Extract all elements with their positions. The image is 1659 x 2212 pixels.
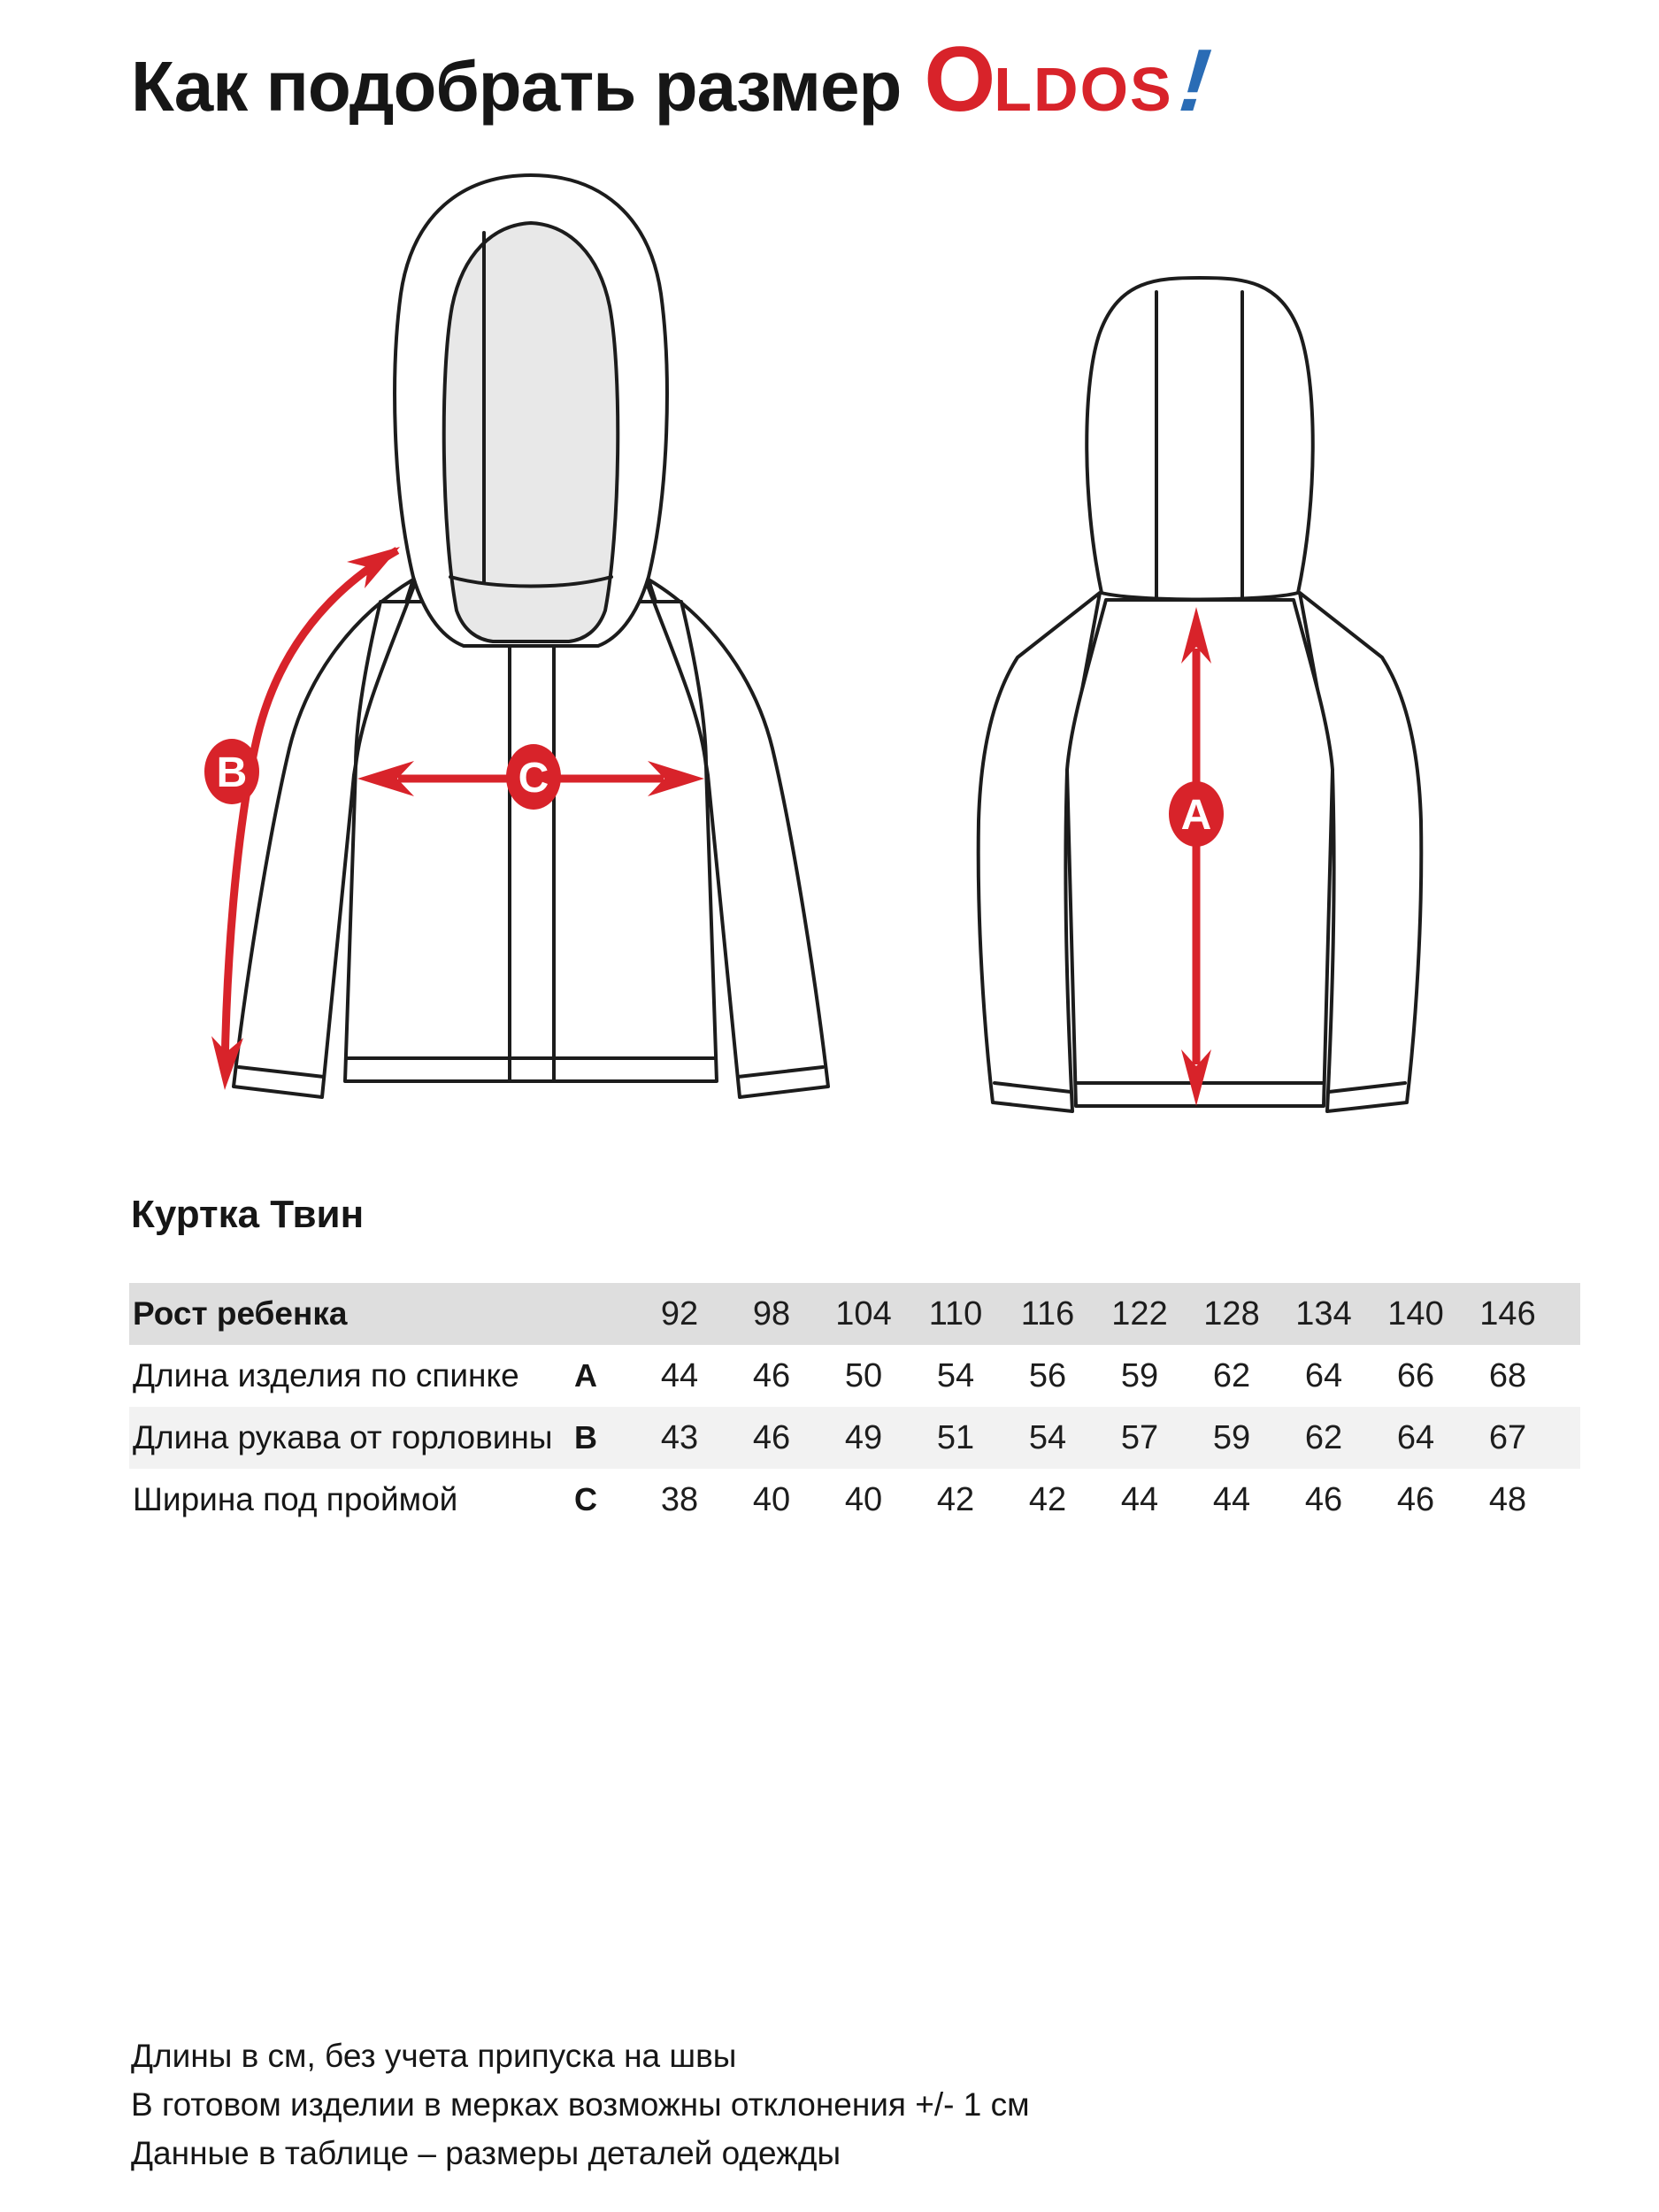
size-cell: 54	[1028, 1418, 1067, 1456]
size-cell: 66	[1396, 1356, 1435, 1394]
measure-arrow-c-head-right	[648, 761, 704, 796]
measure-arrow-b-head-top	[347, 547, 400, 588]
size-cell: 54	[936, 1356, 975, 1394]
back-left-cuff-line	[993, 1081, 1072, 1094]
size-column-header: 134	[1295, 1294, 1352, 1333]
front-left-armhole-seam	[354, 584, 416, 768]
page-title: Как подобрать размер	[131, 47, 902, 126]
size-column-header: 116	[1020, 1294, 1075, 1333]
jacket-measurement-diagram: B C A	[204, 173, 1424, 1113]
row-label: Ширина под проймой	[133, 1481, 458, 1517]
front-right-armhole-seam	[646, 584, 708, 768]
front-body	[343, 600, 718, 1083]
table-row: Длина изделия по спинке A 44 46 50 54 56…	[129, 1345, 1580, 1407]
size-cell: 40	[844, 1480, 883, 1518]
brand-logo-letters: LDOS	[994, 55, 1173, 124]
size-column-header: 122	[1111, 1294, 1168, 1333]
brand-logo-letter-o: O	[924, 28, 995, 131]
size-cell: 51	[936, 1418, 975, 1456]
row-letter: C	[574, 1481, 597, 1517]
measure-arrow-a-head-top	[1181, 607, 1211, 664]
front-right-cuff-line	[736, 1065, 825, 1079]
size-cell: 49	[844, 1418, 883, 1456]
size-cell: 62	[1212, 1356, 1251, 1394]
size-cell: 38	[660, 1480, 699, 1518]
size-cell: 44	[660, 1356, 699, 1394]
size-column-header: 128	[1203, 1294, 1260, 1333]
back-left-sleeve	[976, 591, 1102, 1113]
size-cell: 50	[844, 1356, 883, 1394]
product-title: Куртка Твин	[131, 1193, 365, 1236]
front-left-cuff-line	[237, 1065, 326, 1079]
size-cell: 57	[1120, 1418, 1159, 1456]
measure-badge-a	[1169, 781, 1224, 847]
size-cell: 59	[1212, 1418, 1251, 1456]
measurement-arrows: B C A	[204, 547, 1224, 1106]
size-cell: 46	[752, 1418, 791, 1456]
front-hood-chin-line	[449, 575, 613, 588]
back-right-cuff-line	[1327, 1081, 1407, 1094]
footnote-line: Данные в таблице – размеры деталей одежд…	[131, 2135, 841, 2171]
page-header: Как подобрать размер O LDOS !	[131, 28, 1215, 131]
size-cell: 48	[1488, 1480, 1527, 1518]
size-cell: 46	[1396, 1480, 1435, 1518]
measure-badge-b-label: B	[217, 749, 248, 796]
row-letter: A	[574, 1357, 597, 1394]
size-cell: 67	[1488, 1418, 1527, 1456]
size-cell: 46	[752, 1356, 791, 1394]
front-jacket-figure	[232, 173, 830, 1099]
size-column-header: 146	[1479, 1294, 1536, 1333]
footnote-line: Длины в см, без учета припуска на швы	[131, 2038, 737, 2074]
measure-badge-c	[506, 744, 561, 810]
size-table: Рост ребенка 92 98 104 110 116 122 128 1…	[129, 1283, 1580, 1531]
size-cell: 43	[660, 1418, 699, 1456]
size-cell: 42	[936, 1480, 975, 1518]
size-cell: 59	[1120, 1356, 1159, 1394]
measure-arrow-b-head-bottom	[211, 1036, 243, 1090]
size-cell: 40	[752, 1480, 791, 1518]
brand-logo: O LDOS !	[924, 28, 1215, 131]
size-column-header: 92	[660, 1294, 699, 1333]
size-cell: 68	[1488, 1356, 1527, 1394]
size-column-header: 110	[928, 1294, 983, 1333]
measure-badge-a-label: A	[1181, 792, 1212, 839]
measure-arrow-c-head-left	[357, 761, 414, 796]
back-right-sleeve	[1298, 591, 1424, 1113]
measure-arrow-b	[220, 547, 400, 1071]
size-column-header: 104	[835, 1294, 892, 1333]
measure-badge-b	[204, 739, 259, 804]
size-cell: 44	[1212, 1480, 1251, 1518]
size-cell: 62	[1304, 1418, 1343, 1456]
size-cell: 64	[1396, 1418, 1435, 1456]
size-cell: 42	[1028, 1480, 1067, 1518]
table-row: Длина рукава от горловины B 43 46 49 51 …	[129, 1407, 1580, 1469]
front-hood-opening	[442, 221, 620, 643]
size-cell: 44	[1120, 1480, 1159, 1518]
size-column-header: 140	[1387, 1294, 1444, 1333]
table-row: Ширина под проймой C 38 40 40 42 42 44 4…	[129, 1469, 1580, 1531]
footnote-line: В готовом изделии в мерках возможны откл…	[131, 2086, 1030, 2123]
table-header-label: Рост ребенка	[133, 1295, 348, 1332]
footnotes: Длины в см, без учета припуска на швы В …	[131, 2032, 1030, 2177]
measure-badge-c-label: C	[518, 755, 549, 802]
row-label: Длина изделия по спинке	[133, 1357, 519, 1394]
size-column-header: 98	[752, 1294, 791, 1333]
size-cell: 46	[1304, 1480, 1343, 1518]
row-letter: B	[574, 1419, 597, 1455]
size-cell: 64	[1304, 1356, 1343, 1394]
row-label: Длина рукава от горловины	[133, 1419, 553, 1455]
back-hood	[1085, 276, 1315, 602]
table-header-row: Рост ребенка 92 98 104 110 116 122 128 1…	[129, 1283, 1580, 1345]
measure-arrow-a-head-bottom	[1181, 1049, 1211, 1106]
size-cell: 56	[1028, 1356, 1067, 1394]
